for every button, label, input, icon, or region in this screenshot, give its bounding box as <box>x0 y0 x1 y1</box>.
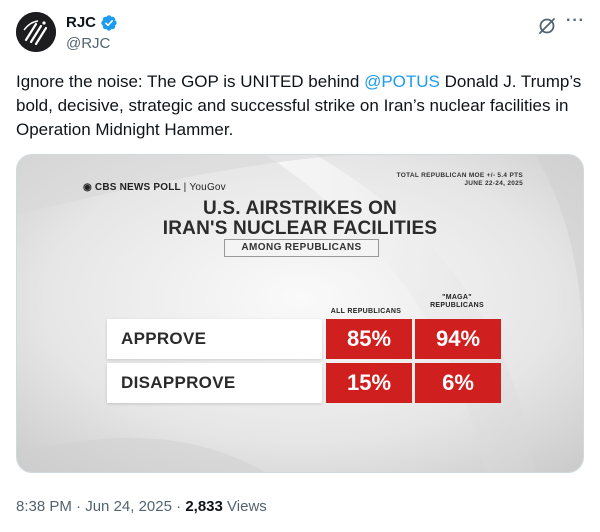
value-disapprove-maga: 6% <box>415 363 501 403</box>
poll-partner: YouGov <box>189 182 226 193</box>
cbs-news-poll-logo: ◉ CBS NEWS POLL | YouGov <box>83 182 226 193</box>
grok-icon[interactable] <box>537 16 557 36</box>
author-handle[interactable]: @RJC <box>66 35 111 52</box>
meta-separator-1: · <box>76 498 82 515</box>
chart-title-line-2: IRAN'S NUCLEAR FACILITIES <box>162 218 438 239</box>
chart-subtitle: AMONG REPUBLICANS <box>224 239 379 257</box>
verified-badge-icon <box>101 15 117 31</box>
margin-of-error: TOTAL REPUBLICAN MOE +/- 5.4 PTS JUNE 22… <box>397 172 523 188</box>
tweet-text-before: Ignore the noise: The GOP is UNITED behi… <box>16 72 365 91</box>
moe-line-1: TOTAL REPUBLICAN MOE +/- 5.4 PTS <box>396 172 523 179</box>
mention-link[interactable]: @POTUS <box>364 72 440 91</box>
row-label-disapprove: DISAPPROVE <box>107 363 322 403</box>
avatar[interactable] <box>16 12 56 52</box>
value-approve-all: 85% <box>326 319 412 359</box>
avatar-logo-icon <box>16 12 56 52</box>
views-label: Views <box>227 498 267 515</box>
table-row-disapprove: DISAPPROVE 15% 6% <box>107 363 504 403</box>
table-row-approve: APPROVE 85% 94% <box>107 319 504 359</box>
moe-line-2: JUNE 22-24, 2025 <box>464 180 523 187</box>
column-header-all-line-1: ALL REPUBLICANS <box>330 308 402 315</box>
tweet-text: Ignore the noise: The GOP is UNITED behi… <box>16 70 584 142</box>
meta-separator-2: · <box>176 498 182 515</box>
poll-source: CBS NEWS POLL <box>94 182 181 193</box>
tweet-time[interactable]: 8:38 PM <box>16 498 72 515</box>
column-header-maga-line-1: "MAGA" <box>442 294 472 301</box>
views-count[interactable]: 2,833 <box>185 498 223 515</box>
value-approve-maga: 94% <box>415 319 501 359</box>
chart-title: U.S. AIRSTRIKES ON IRAN'S NUCLEAR FACILI… <box>17 199 583 239</box>
value-disapprove-all: 15% <box>326 363 412 403</box>
author-name-row[interactable]: RJC <box>66 13 118 33</box>
column-header-maga-republicans: "MAGA" REPUBLICANS <box>414 294 500 310</box>
tweet-meta: 8:38 PM · Jun 24, 2025 · 2,833 Views <box>16 497 267 517</box>
poll-separator: | <box>183 182 187 193</box>
row-label-approve: APPROVE <box>107 319 322 359</box>
column-header-all-republicans: ALL REPUBLICANS <box>323 308 409 316</box>
tweet-text-after: Donald J. Trump’s bold, decisive, strate… <box>16 72 582 139</box>
media-image[interactable]: ◉ CBS NEWS POLL | YouGov TOTAL REPUBLICA… <box>16 154 584 473</box>
cbs-eye-icon: ◉ <box>83 182 92 193</box>
column-header-maga-line-2: REPUBLICANS <box>430 302 484 309</box>
author-display-name[interactable]: RJC <box>66 14 97 31</box>
tweet-date[interactable]: Jun 24, 2025 <box>85 498 172 515</box>
more-icon[interactable]: ··· <box>566 12 585 29</box>
chart-title-line-1: U.S. AIRSTRIKES ON <box>203 198 397 219</box>
